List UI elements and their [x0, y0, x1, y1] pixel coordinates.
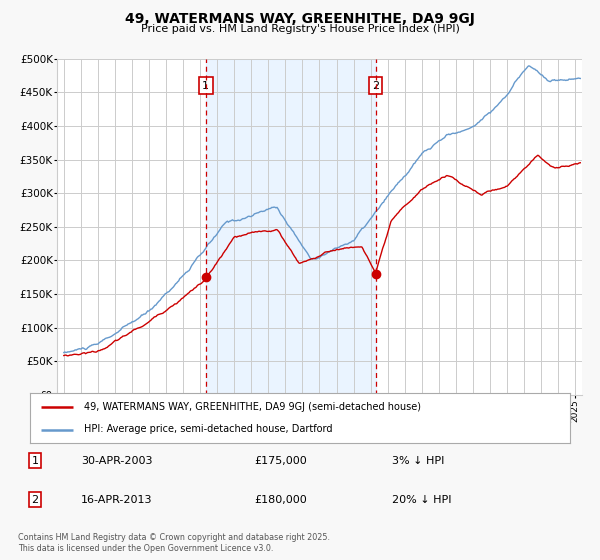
- Text: 2: 2: [372, 81, 379, 91]
- Text: 2: 2: [31, 494, 38, 505]
- Text: 30-APR-2003: 30-APR-2003: [81, 456, 152, 466]
- Text: 1: 1: [202, 81, 209, 91]
- Text: 20% ↓ HPI: 20% ↓ HPI: [392, 494, 452, 505]
- Text: 1: 1: [32, 456, 38, 466]
- Text: HPI: Average price, semi-detached house, Dartford: HPI: Average price, semi-detached house,…: [84, 424, 332, 435]
- Bar: [206, 59, 376, 395]
- Text: £175,000: £175,000: [254, 456, 307, 466]
- Text: 49, WATERMANS WAY, GREENHITHE, DA9 9GJ (semi-detached house): 49, WATERMANS WAY, GREENHITHE, DA9 9GJ (…: [84, 402, 421, 412]
- Text: 49, WATERMANS WAY, GREENHITHE, DA9 9GJ: 49, WATERMANS WAY, GREENHITHE, DA9 9GJ: [125, 12, 475, 26]
- Text: 16-APR-2013: 16-APR-2013: [81, 494, 152, 505]
- Text: 3% ↓ HPI: 3% ↓ HPI: [392, 456, 445, 466]
- Text: Contains HM Land Registry data © Crown copyright and database right 2025.
This d: Contains HM Land Registry data © Crown c…: [18, 533, 330, 553]
- Text: £180,000: £180,000: [254, 494, 307, 505]
- Text: Price paid vs. HM Land Registry's House Price Index (HPI): Price paid vs. HM Land Registry's House …: [140, 24, 460, 34]
